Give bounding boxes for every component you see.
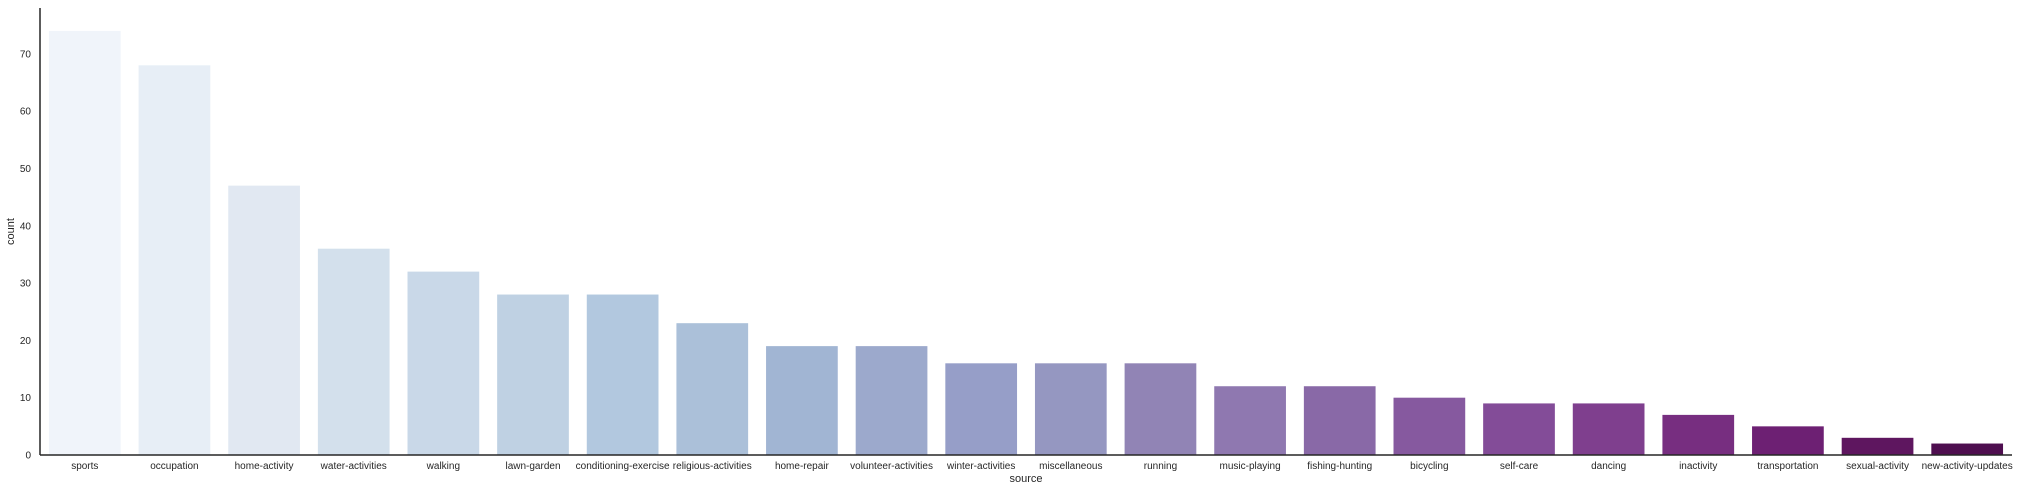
x-tick-label: home-repair — [775, 461, 830, 472]
x-tick-label: water-activities — [320, 461, 387, 472]
y-axis-ticks: 0 10 20 30 40 50 60 70 — [20, 49, 32, 461]
x-tick-label: sports — [71, 461, 98, 472]
bar-volunteer-activities — [855, 346, 928, 455]
x-tick-label: fishing-hunting — [1307, 461, 1372, 472]
y-tick-label: 30 — [20, 279, 32, 290]
bar-bicycling — [1393, 397, 1466, 455]
y-tick-label: 50 — [20, 164, 32, 175]
y-tick-label: 20 — [20, 336, 32, 347]
x-tick-label: conditioning-exercise — [576, 461, 670, 472]
x-tick-label: new-activity-updates — [1922, 461, 2013, 472]
bar-walking — [407, 271, 480, 455]
x-tick-label: miscellaneous — [1039, 461, 1102, 472]
bar-music-playing — [1214, 386, 1286, 455]
bar-sexual-activity — [1841, 437, 1914, 455]
bar-inactivity — [1662, 414, 1735, 455]
y-tick-label: 40 — [20, 221, 32, 232]
bar-running — [1124, 363, 1197, 455]
x-tick-label: running — [1144, 461, 1177, 472]
bar-lawn-garden — [497, 294, 569, 455]
y-tick-label: 60 — [20, 107, 32, 118]
x-axis-label: source — [1009, 473, 1042, 485]
x-tick-label: self-care — [1500, 461, 1539, 472]
bar-occupation — [138, 65, 211, 455]
bar-self-care — [1483, 403, 1555, 455]
bar-home-repair — [766, 346, 838, 455]
bar-winter-activities — [945, 363, 1018, 455]
x-tick-label: dancing — [1591, 461, 1626, 472]
bar-transportation — [1752, 426, 1824, 455]
x-tick-label: religious-activities — [673, 461, 752, 472]
bar-fishing-hunting — [1303, 386, 1376, 455]
x-tick-label: lawn-garden — [505, 461, 560, 472]
y-tick-label: 0 — [25, 451, 31, 462]
x-tick-label: occupation — [150, 461, 198, 472]
x-tick-label: volunteer-activities — [850, 461, 933, 472]
x-tick-label: inactivity — [1679, 461, 1717, 472]
x-tick-label: winter-activities — [946, 461, 1015, 472]
y-axis-label: count — [5, 218, 17, 245]
bar-home-activity — [228, 185, 300, 455]
bar-miscellaneous — [1034, 363, 1107, 455]
x-tick-label: home-activity — [235, 461, 294, 472]
x-axis-ticks: sports occupation home-activity water-activ… — [71, 461, 2013, 472]
y-tick-label: 10 — [20, 393, 32, 404]
bar-dancing — [1572, 403, 1645, 455]
bar-new-activity-updates — [1931, 443, 2004, 455]
bar-sports — [48, 30, 121, 455]
bar-conditioning-exercise — [586, 294, 659, 455]
x-tick-label: transportation — [1757, 461, 1818, 472]
bar-religious-activities — [676, 323, 749, 455]
bar-water-activities — [317, 248, 390, 455]
x-tick-label: bicycling — [1410, 461, 1448, 472]
x-tick-label: music-playing — [1220, 461, 1281, 472]
bars-layer — [48, 30, 2004, 455]
x-tick-label: walking — [426, 461, 460, 472]
y-tick-label: 70 — [20, 49, 32, 60]
x-tick-label: sexual-activity — [1846, 461, 1909, 472]
